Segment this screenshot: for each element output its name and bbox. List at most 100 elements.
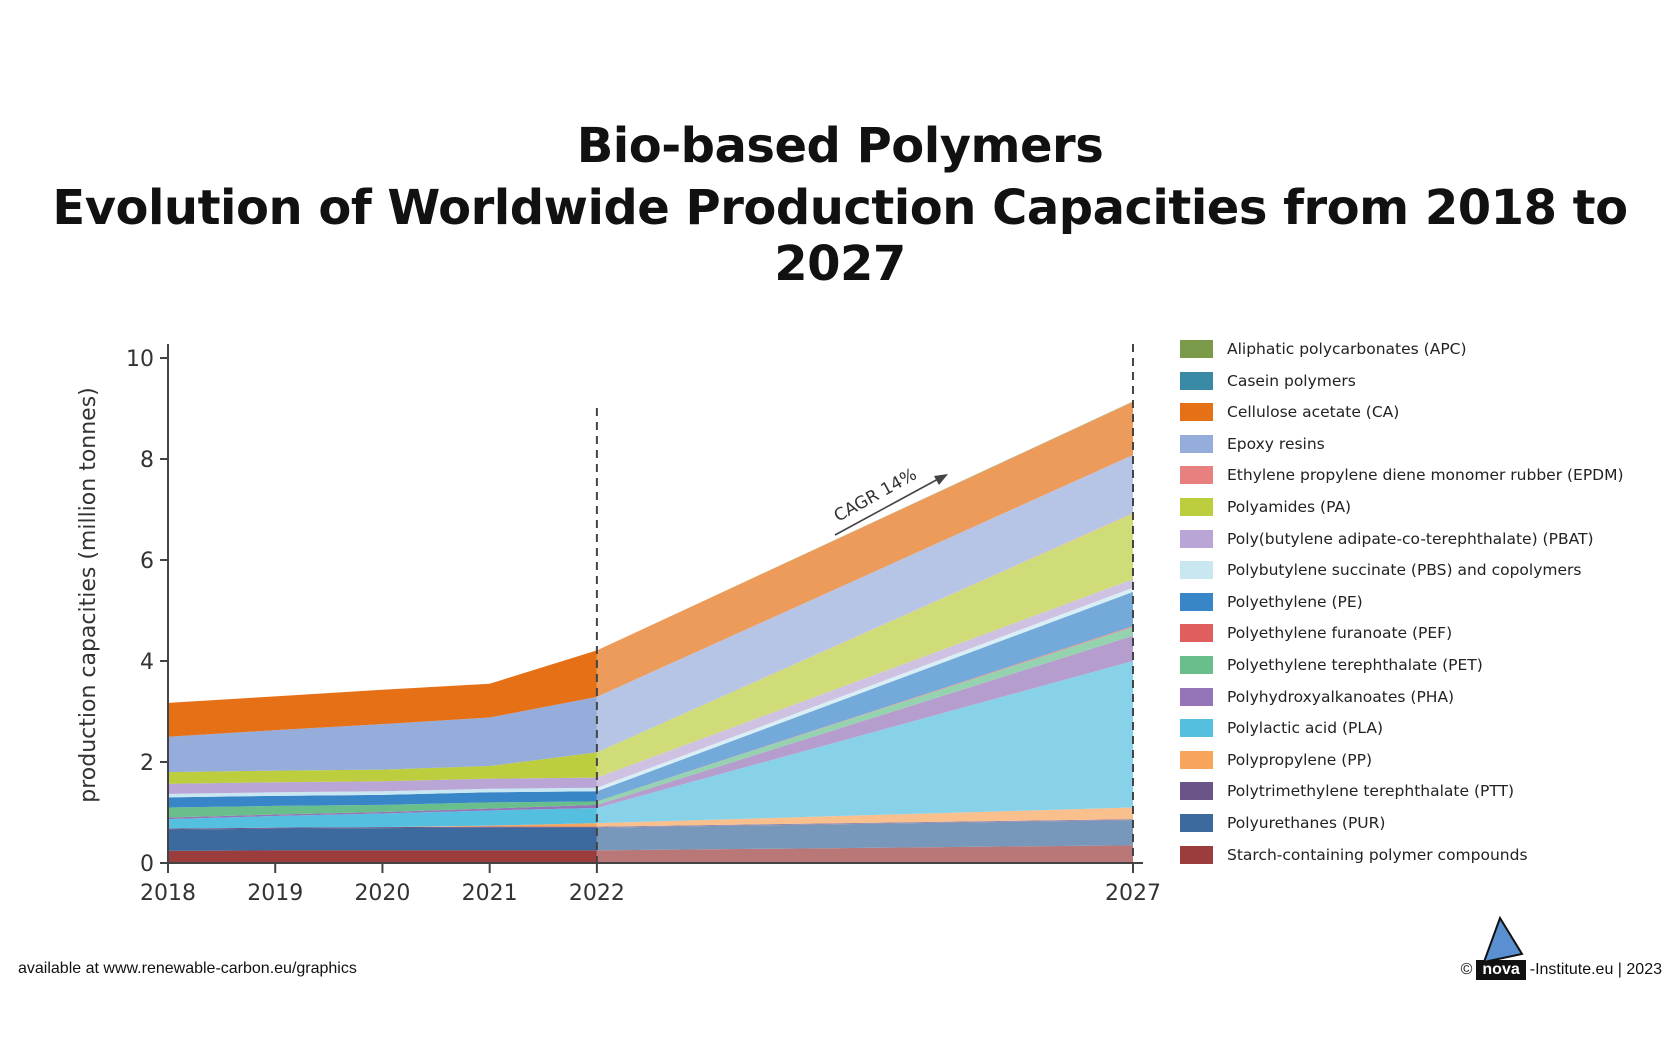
area-polytrimethylene-terephthalate-ptt-forecast [596,819,1133,828]
area-poly-butylene-adipate-co-terephthalate-pbat-forecast [596,579,1133,788]
legend-item: Poly(butylene adipate-co-terephthalate) … [1180,528,1594,550]
legend-label: Aliphatic polycarbonates (APC) [1227,340,1467,358]
legend-swatch [1180,624,1213,643]
legend-item: Polytrimethylene terephthalate (PTT) [1180,780,1514,802]
y-tick-label-0: 0 [140,852,154,877]
chart-title-line-2: Evolution of Worldwide Production Capaci… [52,180,1628,292]
x-tick-label-2019: 2019 [247,881,303,906]
legend-item: Polyethylene furanoate (PEF) [1180,622,1452,644]
legend-item: Ethylene propylene diene monomer rubber … [1180,464,1624,486]
x-tick-label-2020: 2020 [354,881,410,906]
area-polyethylene-terephthalate-pet-historical [168,801,597,818]
legend-label: Cellulose acetate (CA) [1227,403,1400,422]
area-polybutylene-succinate-pbs-and-copolymers-historical [168,787,597,798]
tick-labels: 0 2 4 6 8 10 2018 2019 2020 2021 2022 2027 [126,347,1161,906]
area-polytrimethylene-terephthalate-ptt-historical [168,826,597,830]
legend-swatch [1180,466,1213,485]
area-epoxy-resins-historical [168,696,597,773]
area-layers [168,401,1133,863]
x-tick-label-2018: 2018 [140,881,196,906]
legend-item: Polypropylene (PP) [1180,749,1372,771]
legend-swatch [1180,592,1213,611]
legend-item: Polyamides (PA) [1180,496,1351,518]
area-polyethylene-pe-forecast [596,591,1133,802]
legend-label: Polytrimethylene terephthalate (PTT) [1227,782,1515,801]
x-tick-label-2021: 2021 [462,881,518,906]
legend-swatch [1180,529,1213,548]
area-polyhydroxyalkanoates-pha-forecast [596,635,1133,808]
legend-item: Cellulose acetate (CA) [1180,401,1399,423]
legend-swatch [1180,403,1213,422]
y-axis-label: production capacities (million tonnes) [76,387,101,803]
legend-label: Ethylene propylene diene monomer rubber … [1227,466,1624,485]
area-starch-containing-polymer-compounds-historical [168,850,597,863]
legend-label: Epoxy resins [1227,434,1325,453]
area-poly-butylene-adipate-co-terephthalate-pbat-historical [168,777,597,794]
area-cellulose-acetate-ca-historical [168,650,597,737]
copyright-symbol: © [1460,961,1473,978]
nova-brand-text: nova [1482,961,1520,978]
legend-label: Polyhydroxyalkanoates (PHA) [1227,687,1455,706]
legend-label: Polyurethanes (PUR) [1227,814,1386,832]
area-polylactic-acid-pla-forecast [596,661,1133,824]
area-polyurethanes-pur-historical [168,827,597,851]
legend-label: Polyethylene (PE) [1227,592,1363,611]
area-polypropylene-pp-forecast [596,807,1133,827]
chart-title-line-1: Bio-based Polymers [576,118,1104,174]
copyright-footer: © nova -Institute.eu | 2023 [1460,915,1662,980]
legend-swatch [1180,845,1213,864]
cagr-arrow-head [934,474,948,485]
legend-item: Polyurethanes (PUR) [1180,812,1385,834]
legend-swatch [1180,719,1213,738]
legend-swatch [1180,434,1213,453]
legend-label: Poly(butylene adipate-co-terephthalate) … [1227,529,1594,548]
area-epoxy-resins-forecast [596,454,1133,753]
area-polyethylene-pe-historical [168,791,597,808]
area-cellulose-acetate-ca-forecast [596,401,1133,697]
legend-label: Polylactic acid (PLA) [1227,719,1384,738]
area-polylactic-acid-pla-historical [168,807,597,829]
cagr-arrow-line [834,477,941,536]
area-polyamides-pa-forecast [596,513,1133,778]
legend-swatch [1180,782,1213,801]
legend-label: Polybutylene succinate (PBS) and copolym… [1227,561,1582,580]
legend-label: Starch-containing polymer compounds [1227,845,1528,864]
axes [160,344,1143,873]
nova-sail-icon [1482,915,1524,964]
legend-swatch [1180,750,1213,769]
legend-label: Polypropylene (PP) [1227,750,1373,769]
source-footnote: available at www.renewable-carbon.eu/gra… [18,960,357,977]
institute-domain: -Institute.eu | 2023 [1529,961,1662,978]
legend-swatch [1180,561,1213,580]
legend-label: Polyethylene furanoate (PEF) [1227,624,1453,643]
nova-logo: nova [1476,915,1526,980]
y-tick-label-10: 10 [126,347,154,372]
legend-swatch [1180,687,1213,706]
legend-item: Polyethylene (PE) [1180,591,1363,613]
legend-label: Polyamides (PA) [1227,498,1352,516]
area-starch-containing-polymer-compounds-forecast [596,845,1133,863]
y-tick-label-4: 4 [140,650,154,675]
y-tick-label-6: 6 [140,549,154,574]
legend-item: Starch-containing polymer compounds [1180,844,1528,866]
legend-swatch [1180,340,1213,358]
area-polyamides-pa-historical [168,752,597,784]
legend-item: Polyhydroxyalkanoates (PHA) [1180,686,1454,708]
x-tick-label-2022: 2022 [569,881,625,906]
area-polyurethanes-pur-forecast [596,820,1133,851]
legend-item: Epoxy resins [1180,433,1325,455]
x-tick-label-2027: 2027 [1105,881,1161,906]
legend-item: Polylactic acid (PLA) [1180,717,1383,739]
legend-swatch [1180,371,1213,390]
legend-item: Casein polymers [1180,370,1356,392]
legend-item: Polybutylene succinate (PBS) and copolym… [1180,559,1581,581]
y-tick-label-8: 8 [140,448,154,473]
area-polyethylene-terephthalate-pet-forecast [596,627,1133,805]
area-ethylene-propylene-diene-monomer-rubber-epdm-forecast [596,513,1133,753]
legend-swatch [1180,656,1213,674]
area-polypropylene-pp-historical [168,823,597,829]
legend-swatch [1180,814,1213,832]
y-tick-label-2: 2 [140,751,154,776]
legend-swatch [1180,498,1213,516]
